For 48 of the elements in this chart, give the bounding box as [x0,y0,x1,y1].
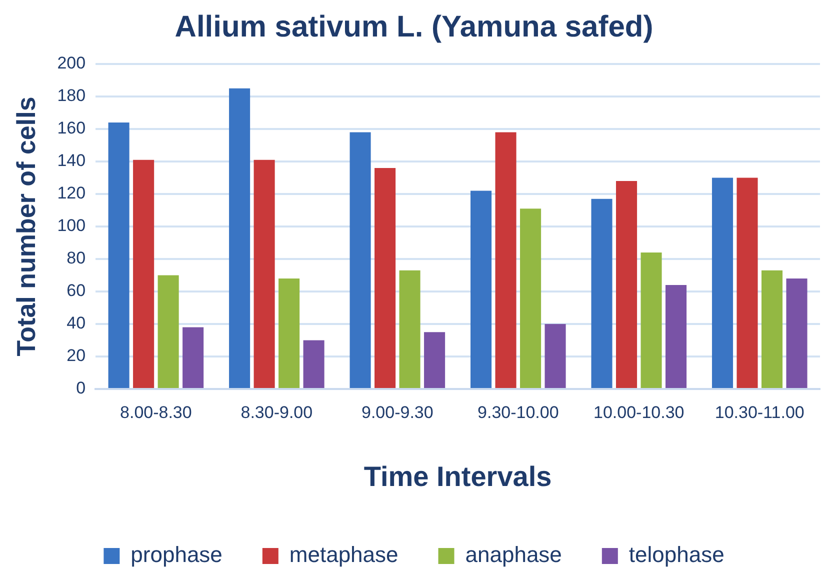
x-tick-label: 10.00-10.30 [594,402,684,422]
bar [470,190,492,388]
y-tick-label: 120 [57,184,86,203]
bar [786,278,808,388]
bar [399,270,420,388]
bar [182,327,204,388]
x-axis-title: Time Intervals [364,460,552,492]
legend-label: prophase [130,542,222,568]
bar [712,178,734,388]
y-tick-label: 0 [76,378,86,398]
bar [640,252,662,388]
bar [495,132,516,388]
x-tick-label: 8.00-8.30 [120,402,192,422]
bar [761,270,783,388]
bar [424,332,446,388]
y-tick-label: 140 [57,151,86,170]
chart-title: Allium sativum L. (Yamuna safed) [174,10,654,44]
y-tick-label: 80 [66,248,86,268]
y-tick-label: 200 [57,54,86,73]
y-tick-label: 20 [66,346,86,366]
legend-label: metaphase [289,542,398,568]
y-tick-label: 40 [66,314,86,333]
bar [666,285,687,388]
bar [736,178,758,388]
bar [254,160,275,388]
bar [108,122,130,388]
bar [520,208,542,388]
bar [229,88,250,388]
x-tick-label: 8.30-9.00 [240,402,313,422]
x-tick-label: 9.30-10.00 [478,402,559,422]
y-tick-label: 100 [57,216,86,236]
y-axis-title: Total number of cells [10,96,41,356]
bar [591,198,612,388]
bar [133,160,154,388]
bar [303,340,324,388]
y-tick-label: 60 [66,281,86,300]
bar [544,324,566,388]
bar [158,275,179,388]
x-tick-label: 9.00-9.30 [361,402,434,422]
y-tick-label: 160 [57,118,86,138]
y-tick-label: 180 [57,86,86,106]
legend-label: anaphase [465,542,562,568]
bar [350,132,371,388]
bar [374,168,396,388]
bar [278,278,300,388]
bar [616,181,638,388]
x-tick-label: 10.30-11.00 [714,402,804,422]
legend-label: telophase [628,542,724,568]
